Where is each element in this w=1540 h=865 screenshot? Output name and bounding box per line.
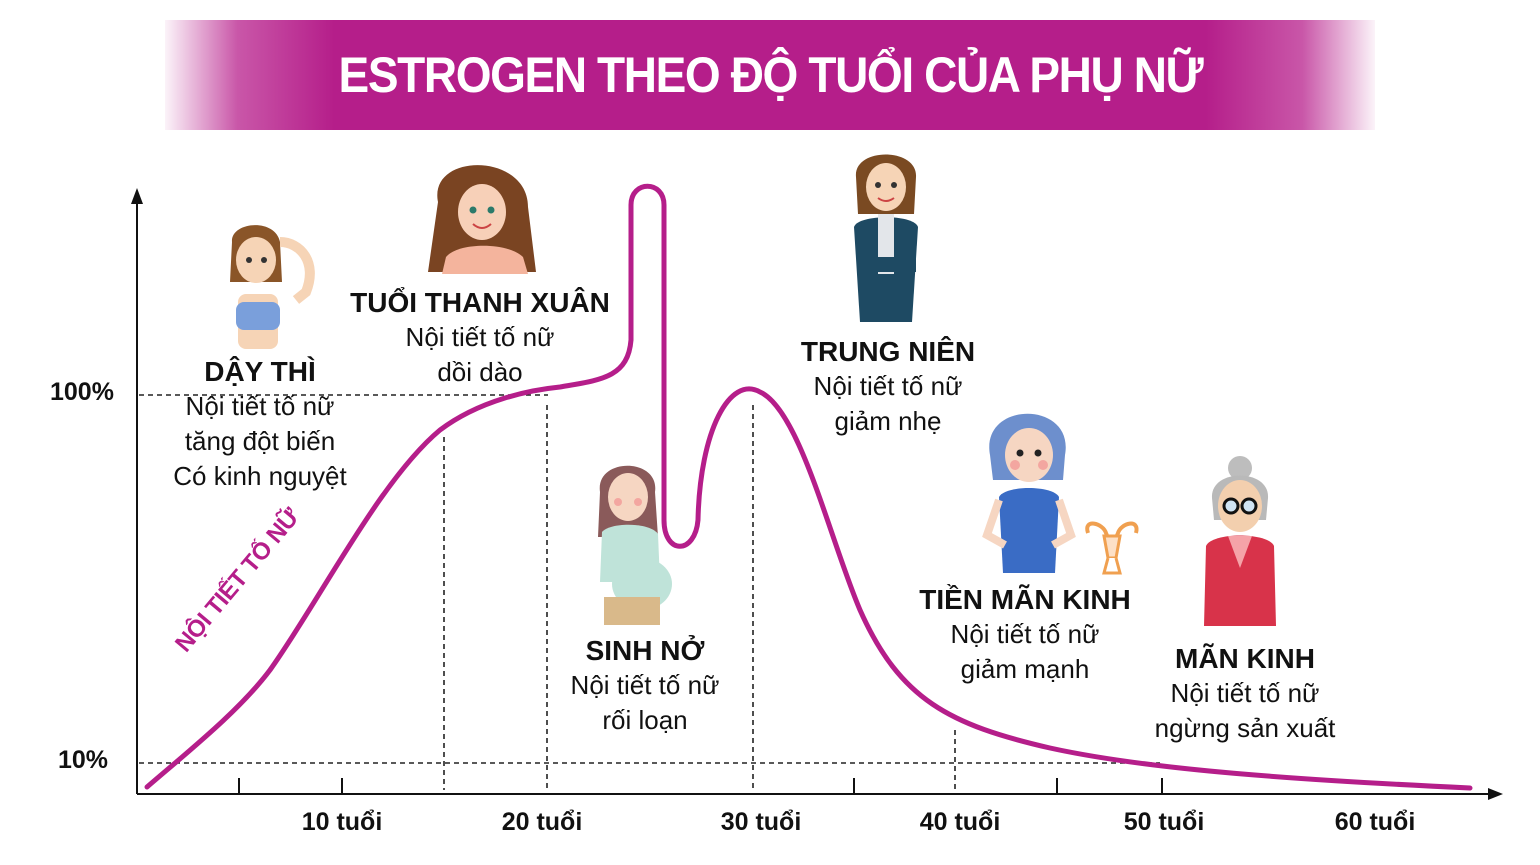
estrogen-curve <box>144 183 1473 791</box>
stage-desc: Nội tiết tố nữ <box>813 371 963 401</box>
stage-name: TRUNG NIÊN <box>800 336 976 367</box>
x-tick-30: 30 tuổi <box>720 808 802 836</box>
pregnant-woman-illustration-icon <box>598 465 672 625</box>
stage-desc: ngừng sản xuất <box>1154 713 1336 743</box>
x-tick-60: 60 tuổi <box>1334 808 1416 836</box>
stage-desc: giảm nhẹ <box>834 406 942 436</box>
stage-name: TIỀN MÃN KINH <box>919 584 1131 615</box>
stage-man-kinh: MÃN KINH Nội tiết tố nữ ngừng sản xuất <box>1155 642 1336 746</box>
stage-desc: Nội tiết tố nữ <box>1170 678 1320 708</box>
title-banner: ESTROGEN THEO ĐỘ TUỔI CỦA PHỤ NỮ <box>165 20 1375 130</box>
page-title: ESTROGEN THEO ĐỘ TUỔI CỦA PHỤ NỮ <box>338 47 1203 103</box>
stage-desc: rối loạn <box>602 705 688 735</box>
teen-girl-illustration-icon <box>230 225 315 349</box>
stage-trung-nien: TRUNG NIÊN Nội tiết tố nữ giảm nhẹ <box>801 335 975 439</box>
uterus-icon <box>1085 521 1139 575</box>
stage-desc: dồi dào <box>437 357 523 387</box>
middle-aged-woman-illustration-icon <box>854 154 918 322</box>
stage-tuoi-thanh-xuan: TUỔI THANH XUÂN Nội tiết tố nữ dồi dào <box>350 286 610 390</box>
x-tick-50: 50 tuổi <box>1123 808 1205 836</box>
stage-name: MÃN KINH <box>1174 643 1315 674</box>
y-tick-100: 100% <box>50 378 114 406</box>
x-tick-10: 10 tuổi <box>301 808 383 836</box>
stage-tien-man-kinh: TIỀN MÃN KINH Nội tiết tố nữ giảm mạnh <box>919 583 1131 687</box>
y-axis-arrow-icon <box>131 188 143 204</box>
stage-desc: giảm mạnh <box>960 654 1090 684</box>
x-tick-40: 40 tuổi <box>919 808 1001 836</box>
elderly-woman-illustration-icon <box>1204 456 1276 626</box>
axes <box>136 200 1495 795</box>
stage-desc: Có kinh nguyệt <box>173 461 347 491</box>
stage-day-thi: DẬY THÌ Nội tiết tố nữ tăng đột biến Có … <box>173 355 346 494</box>
x-tick-20: 20 tuổi <box>501 808 583 836</box>
young-woman-illustration-icon <box>428 165 536 274</box>
gridlines <box>139 394 1160 790</box>
stage-desc: Nội tiết tố nữ <box>405 322 555 352</box>
stage-desc: Nội tiết tố nữ <box>950 619 1100 649</box>
stage-name: TUỔI THANH XUÂN <box>350 287 610 318</box>
stage-name: SINH NỞ <box>585 635 705 666</box>
stage-desc: Nội tiết tố nữ <box>570 670 720 700</box>
premenopause-woman-illustration-icon <box>982 413 1076 573</box>
stage-desc: Nội tiết tố nữ <box>185 391 335 421</box>
stage-sinh-no: SINH NỞ Nội tiết tố nữ rối loạn <box>571 634 720 738</box>
x-axis-arrow-icon <box>1488 788 1503 800</box>
stage-name: DẬY THÌ <box>204 356 316 387</box>
y-tick-10: 10% <box>58 746 109 774</box>
stage-desc: tăng đột biến <box>184 426 336 456</box>
